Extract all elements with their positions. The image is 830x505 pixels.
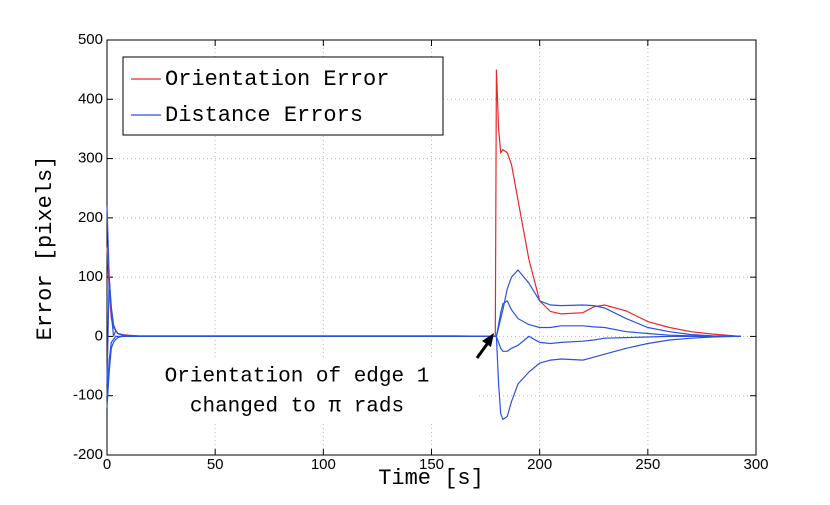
y-tick-label: 100 [78,268,103,285]
y-tick-label: 0 [95,327,103,344]
legend-box [122,56,444,136]
data-line [106,277,741,384]
y-tick-label: 500 [78,31,103,48]
annotation-line: Orientation of edge 1 [165,366,430,389]
y-tick-label: 400 [78,90,103,107]
x-tick-label: 200 [527,456,552,473]
y-tick-label: -200 [73,446,103,463]
x-tick-label: 250 [635,456,660,473]
legend-label: Orientation Error [165,67,389,92]
legend-label: Distance Errors [165,103,363,128]
x-tick-label: 0 [103,456,111,473]
x-axis-label: Time [s] [378,466,484,491]
x-tick-label: 300 [743,456,768,473]
annotation-arrowhead [482,333,494,347]
x-tick-label: 50 [207,456,224,473]
annotation-background [118,360,476,422]
y-tick-label: -100 [73,387,103,404]
data-line [106,205,741,337]
y-tick-label: 300 [78,150,103,167]
annotation-line: changed to π rads [190,396,404,419]
x-tick-label: 150 [419,456,444,473]
data-line [106,335,741,396]
y-axis-label: Error [pixels] [33,156,58,341]
x-tick-label: 100 [311,456,336,473]
y-tick-label: 200 [78,209,103,226]
